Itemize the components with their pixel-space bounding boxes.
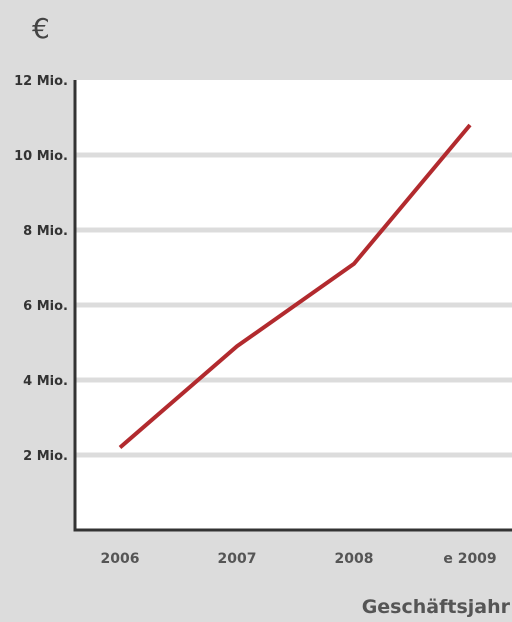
x-tick-label: 2008 <box>335 551 374 567</box>
y-tick-label: 12 Mio. <box>14 74 68 89</box>
y-tick-label: 2 Mio. <box>23 449 68 464</box>
y-tick-label: 8 Mio. <box>23 224 68 239</box>
y-tick-label: 6 Mio. <box>23 299 68 314</box>
series-line <box>118 123 472 450</box>
unit-label: € <box>32 12 50 45</box>
x-axis-label: Geschäftsjahr <box>361 596 510 618</box>
x-tick-label: 2006 <box>101 551 140 567</box>
y-tick-label: 10 Mio. <box>14 149 68 164</box>
y-tick-label: 4 Mio. <box>23 374 68 389</box>
x-tick-label: e 2009 <box>443 551 496 567</box>
x-tick-label: 2007 <box>218 551 257 567</box>
